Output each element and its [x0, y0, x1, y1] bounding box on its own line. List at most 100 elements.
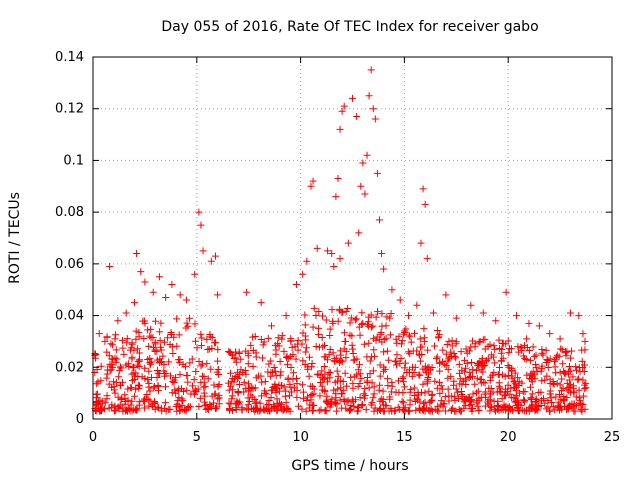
data-point [124, 407, 132, 415]
data-point [417, 343, 425, 351]
y-tick-label: 0.02 [55, 360, 84, 375]
data-point [448, 337, 456, 345]
data-point [421, 362, 429, 370]
data-point [211, 252, 219, 260]
data-point [245, 380, 253, 388]
data-point [336, 255, 344, 263]
data-point [532, 405, 540, 413]
data-point [528, 390, 536, 398]
data-point [358, 401, 366, 409]
data-point [135, 384, 143, 392]
data-point [309, 177, 317, 185]
data-point [317, 406, 325, 414]
data-point [471, 343, 479, 351]
data-point [450, 377, 458, 385]
data-point [435, 333, 443, 341]
data-point [497, 349, 505, 357]
data-point [232, 358, 240, 366]
data-point [420, 338, 428, 346]
data-point [321, 370, 329, 378]
data-point [384, 382, 392, 390]
data-point [476, 337, 484, 345]
data-point [350, 403, 358, 411]
data-point [328, 306, 336, 314]
data-point [202, 405, 210, 413]
data-point [416, 335, 424, 343]
data-point [579, 400, 587, 408]
data-point [398, 397, 406, 405]
data-point [134, 358, 142, 366]
data-point [288, 343, 296, 351]
data-point [101, 337, 109, 345]
data-point [472, 389, 480, 397]
data-point [566, 401, 574, 409]
data-point [237, 355, 245, 363]
data-point [386, 314, 394, 322]
data-point [301, 311, 309, 319]
data-point [242, 370, 250, 378]
data-point [569, 373, 577, 381]
data-point [176, 291, 184, 299]
data-point [557, 387, 565, 395]
data-point [411, 397, 419, 405]
data-point [428, 391, 436, 399]
data-point [553, 351, 561, 359]
data-point [495, 370, 503, 378]
data-point [268, 322, 276, 330]
data-point [210, 381, 218, 389]
data-point [361, 190, 369, 198]
data-point [433, 326, 441, 334]
data-point [256, 399, 264, 407]
data-point [327, 400, 335, 408]
data-point [278, 382, 286, 390]
data-point [150, 397, 158, 405]
data-point [525, 347, 533, 355]
data-point [307, 182, 315, 190]
data-point [168, 343, 176, 351]
data-point [465, 373, 473, 381]
data-point [388, 286, 396, 294]
data-point [408, 372, 416, 380]
data-point [503, 387, 511, 395]
data-point [377, 328, 385, 336]
data-point [295, 402, 303, 410]
data-point [413, 301, 421, 309]
data-point [527, 375, 535, 383]
data-point [346, 406, 354, 414]
data-point [320, 363, 328, 371]
data-point [298, 405, 306, 413]
data-point [214, 395, 222, 403]
data-point [103, 392, 111, 400]
data-point [477, 393, 485, 401]
data-point [277, 368, 285, 376]
data-point [178, 395, 186, 403]
data-point [477, 375, 485, 383]
data-point [234, 400, 242, 408]
data-point [370, 346, 378, 354]
data-point [95, 330, 103, 338]
data-point [119, 344, 127, 352]
data-point [566, 309, 574, 317]
data-point [146, 332, 154, 340]
data-point [285, 392, 293, 400]
data-point [452, 340, 460, 348]
data-point [230, 355, 238, 363]
data-point [427, 366, 435, 374]
data-point [515, 348, 523, 356]
data-point [168, 389, 176, 397]
data-point [196, 394, 204, 402]
data-point [448, 392, 456, 400]
data-point [458, 390, 466, 398]
data-point [233, 399, 241, 407]
data-point [161, 399, 169, 407]
data-point [166, 372, 174, 380]
data-point [236, 381, 244, 389]
data-point [134, 372, 142, 380]
data-point [405, 312, 413, 320]
data-point [481, 388, 489, 396]
data-point [262, 390, 270, 398]
data-point [514, 381, 522, 389]
data-point [581, 337, 589, 345]
data-point [332, 193, 340, 201]
data-point [359, 319, 367, 327]
